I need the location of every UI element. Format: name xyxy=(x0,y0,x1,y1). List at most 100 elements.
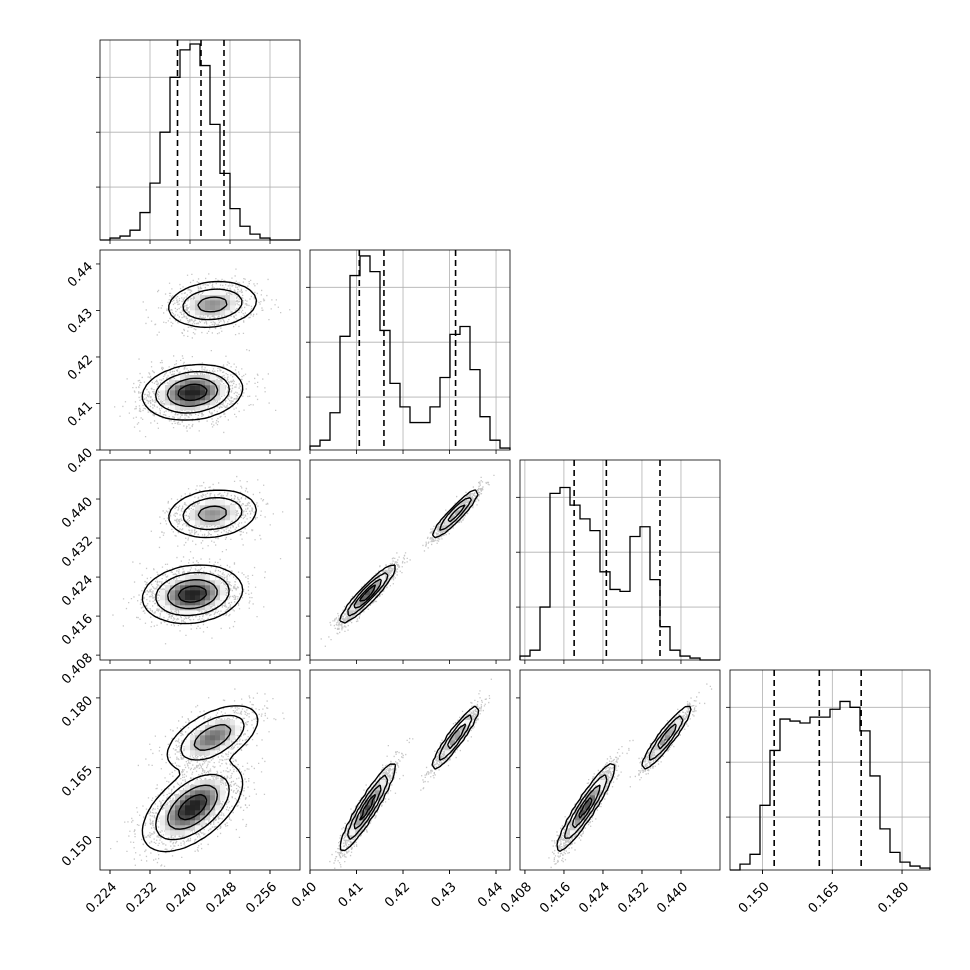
density-cell xyxy=(655,740,661,746)
density-cell xyxy=(170,580,176,586)
density-cell xyxy=(445,515,451,521)
density-cell xyxy=(225,300,231,306)
density-cell xyxy=(355,820,361,826)
density-cell xyxy=(190,750,196,756)
density-cell xyxy=(195,795,201,801)
density-cell xyxy=(170,595,176,601)
density-cell xyxy=(210,750,216,756)
histogram-bars xyxy=(519,486,720,661)
density-cell xyxy=(570,815,576,821)
density-cell xyxy=(225,310,231,316)
density-cell xyxy=(210,595,216,601)
density-cell xyxy=(185,745,191,751)
density-cell xyxy=(205,605,211,611)
density-cell xyxy=(195,750,201,756)
density-cell xyxy=(200,780,206,786)
density-cell xyxy=(180,610,186,616)
y-tick-label: 0.165 xyxy=(59,763,96,800)
density-cell xyxy=(195,385,201,391)
density-cell xyxy=(200,800,206,806)
density-cell xyxy=(365,795,371,801)
density-cell xyxy=(460,720,466,726)
density-cell xyxy=(575,815,581,821)
density-cell xyxy=(170,385,176,391)
density-cell xyxy=(195,745,201,751)
density-cell xyxy=(215,725,221,731)
density-cell xyxy=(170,810,176,816)
density-cell xyxy=(185,375,191,381)
contour-level-3 xyxy=(166,505,227,610)
density-cell xyxy=(200,600,206,606)
density-cell xyxy=(205,800,211,806)
density-cell xyxy=(170,380,176,386)
density-cell xyxy=(195,375,201,381)
density-cell xyxy=(175,390,181,396)
density-cell xyxy=(225,515,231,521)
density-cell xyxy=(360,595,366,601)
density-cell xyxy=(190,390,196,396)
density-cell xyxy=(210,795,216,801)
density-cell xyxy=(660,740,666,746)
density-cell xyxy=(185,785,191,791)
density-cell xyxy=(185,795,191,801)
density-cell xyxy=(220,730,226,736)
density-cell xyxy=(210,400,216,406)
density-cell xyxy=(595,790,601,796)
density-cell xyxy=(185,815,191,821)
density-cell xyxy=(360,600,366,606)
density-cell xyxy=(200,785,206,791)
density-cell xyxy=(455,725,461,731)
density-cell xyxy=(160,385,166,391)
density-cell xyxy=(600,780,606,786)
scatter-points xyxy=(329,678,492,869)
density-cell xyxy=(180,380,186,386)
density-cell xyxy=(200,590,206,596)
y-tick-label: 0.432 xyxy=(59,533,96,570)
density-cell xyxy=(190,575,196,581)
density-cell xyxy=(200,300,206,306)
density-cell xyxy=(190,795,196,801)
scatter-panel-3-1 xyxy=(99,459,301,661)
density-cell xyxy=(215,735,221,741)
y-tick-label: 0.180 xyxy=(59,693,96,730)
density-cell xyxy=(655,745,661,751)
density-cell xyxy=(195,790,201,796)
density-cell xyxy=(195,580,201,586)
density-cell xyxy=(380,575,386,581)
scatter-panel-4-2 xyxy=(309,669,511,871)
density-cell xyxy=(190,825,196,831)
density-cell xyxy=(580,820,586,826)
contour-level-3 xyxy=(571,723,677,829)
density-cell xyxy=(205,730,211,736)
density-cell xyxy=(175,375,181,381)
density-cell xyxy=(450,515,456,521)
density-cell xyxy=(190,510,196,516)
density-cell xyxy=(230,735,236,741)
contour-level-2 xyxy=(347,497,472,617)
density-cell xyxy=(185,595,191,601)
density-cell xyxy=(170,605,176,611)
density-cell xyxy=(205,735,211,741)
density-cell xyxy=(200,520,206,526)
density-cell xyxy=(175,395,181,401)
density-cell xyxy=(210,730,216,736)
density-cell xyxy=(175,585,181,591)
density-cell xyxy=(230,725,236,731)
density-cell xyxy=(200,395,206,401)
contour-level-2 xyxy=(155,496,243,617)
density-cell xyxy=(450,735,456,741)
density-cell xyxy=(210,515,216,521)
density-cell xyxy=(195,730,201,736)
density-cell xyxy=(160,590,166,596)
density-cell xyxy=(195,780,201,786)
density-cell xyxy=(205,750,211,756)
density-cell xyxy=(175,815,181,821)
panel-frame xyxy=(309,459,511,661)
density-cell xyxy=(170,390,176,396)
density-cell xyxy=(185,810,191,816)
density-cell xyxy=(210,810,216,816)
density-cell xyxy=(580,815,586,821)
density-cell xyxy=(675,720,681,726)
density-cell xyxy=(215,500,221,506)
